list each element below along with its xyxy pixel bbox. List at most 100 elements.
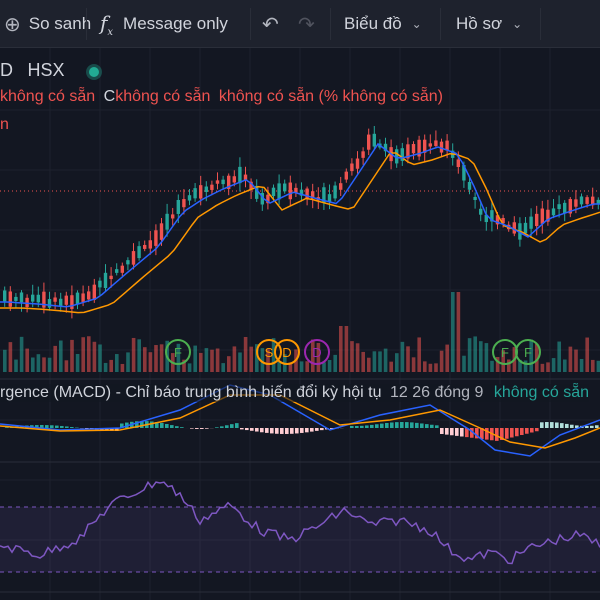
- event-marker-label: S: [265, 345, 274, 360]
- toolbar-divider: [540, 8, 541, 40]
- candle-body: [260, 192, 264, 205]
- macd-histogram-bar: [390, 422, 394, 428]
- ma-fast-line: [0, 142, 600, 308]
- volume-bar: [383, 348, 388, 372]
- macd-histogram-bar: [475, 428, 479, 439]
- macd-histogram-bar: [230, 424, 234, 428]
- candle-body: [70, 295, 74, 309]
- undo-button[interactable]: ↶: [262, 0, 279, 48]
- exchange-name: HSX: [27, 60, 65, 80]
- candle-body: [131, 251, 136, 265]
- chart-type-dropdown[interactable]: Biểu đồ ⌄: [344, 0, 422, 48]
- candle-body: [596, 199, 600, 205]
- macd-histogram-bar: [380, 423, 384, 428]
- candle-body: [3, 290, 7, 302]
- volume-bar: [585, 337, 589, 372]
- rsi-line: [0, 480, 600, 565]
- candle-body: [434, 140, 438, 147]
- volume-bar: [417, 337, 421, 372]
- macd-histogram-bar: [190, 428, 194, 429]
- candle-body: [31, 294, 35, 302]
- candle-body: [199, 185, 203, 199]
- candle-body: [395, 149, 399, 164]
- volume-bar: [523, 360, 528, 372]
- volume-bar: [327, 359, 332, 372]
- candle-body: [283, 183, 287, 192]
- indicators-button[interactable]: fx Message only: [100, 0, 228, 48]
- volume-bar: [299, 361, 304, 372]
- volume-bar: [518, 359, 522, 372]
- volume-bar: [445, 344, 449, 372]
- macd-histogram-bar: [455, 428, 459, 436]
- volume-bar: [238, 352, 242, 372]
- candle-body: [159, 223, 164, 240]
- volume-bar: [75, 353, 80, 372]
- candle-body: [473, 196, 477, 201]
- volume-bar: [131, 337, 136, 372]
- candle-body: [154, 230, 158, 246]
- volume-bar: [36, 354, 41, 372]
- candle-body: [148, 240, 152, 249]
- candle-body: [249, 181, 253, 190]
- volume-bar: [182, 359, 186, 372]
- compare-button[interactable]: ⊕ So sanh: [4, 0, 91, 48]
- candle-body: [383, 143, 388, 152]
- candle-body: [523, 222, 528, 234]
- macd-histogram-bar: [45, 425, 49, 428]
- volume-bar: [255, 344, 259, 372]
- macd-histogram-bar: [305, 428, 309, 433]
- volume-bar: [31, 357, 35, 372]
- macd-histogram-bar: [260, 428, 264, 433]
- macd-value: không có sẵn: [493, 384, 590, 401]
- redo-button[interactable]: ↷: [298, 0, 315, 48]
- volume-bar: [221, 363, 225, 372]
- macd-histogram-bar: [350, 425, 354, 428]
- candle-body: [495, 215, 500, 225]
- candle-body: [445, 140, 449, 151]
- volume-bar: [311, 339, 315, 372]
- macd-histogram-bar: [160, 422, 164, 428]
- macd-histogram-bar: [55, 425, 59, 428]
- volume-bar: [339, 326, 343, 372]
- symbol-name: D: [0, 60, 13, 80]
- candle-body: [98, 280, 102, 288]
- candle-body: [591, 196, 595, 206]
- volume-bar: [227, 356, 231, 372]
- macd-histogram-bar: [590, 425, 594, 428]
- candle-body: [563, 202, 567, 214]
- macd-histogram-bar: [500, 428, 504, 440]
- candle-body: [339, 183, 343, 190]
- macd-histogram-bar: [245, 428, 249, 431]
- volume-bar: [115, 354, 119, 372]
- macd-histogram-bar: [285, 428, 289, 434]
- macd-histogram-bar: [165, 423, 169, 428]
- chart-type-label: Biểu đồ: [344, 14, 402, 33]
- macd-histogram-bar: [405, 422, 409, 428]
- volume-bar: [103, 362, 108, 372]
- candle-body: [14, 296, 18, 301]
- event-marker-icon: [304, 339, 330, 365]
- candle-body: [243, 174, 248, 181]
- candle-body: [171, 214, 175, 219]
- macd-histogram-bar: [505, 428, 509, 439]
- candle-body: [350, 163, 354, 172]
- event-marker-icon: [515, 339, 541, 365]
- toolbar-divider: [330, 8, 331, 40]
- macd-histogram-bar: [430, 424, 434, 428]
- macd-histogram-bar: [395, 422, 399, 428]
- candle-body: [64, 295, 68, 305]
- candle-body: [484, 214, 488, 223]
- candle-body: [8, 291, 12, 307]
- macd-histogram-bar: [300, 428, 304, 433]
- candle-body: [227, 175, 231, 189]
- candle-body: [103, 272, 108, 289]
- macd-signal-line: [0, 394, 600, 449]
- ohlc-value-1: không có sẵn: [0, 88, 96, 105]
- volume-bar: [137, 339, 141, 372]
- macd-histogram-bar: [270, 428, 274, 434]
- candle-body: [585, 197, 589, 204]
- candle-body: [137, 246, 141, 259]
- profile-dropdown[interactable]: Hồ sơ ⌄: [456, 0, 522, 48]
